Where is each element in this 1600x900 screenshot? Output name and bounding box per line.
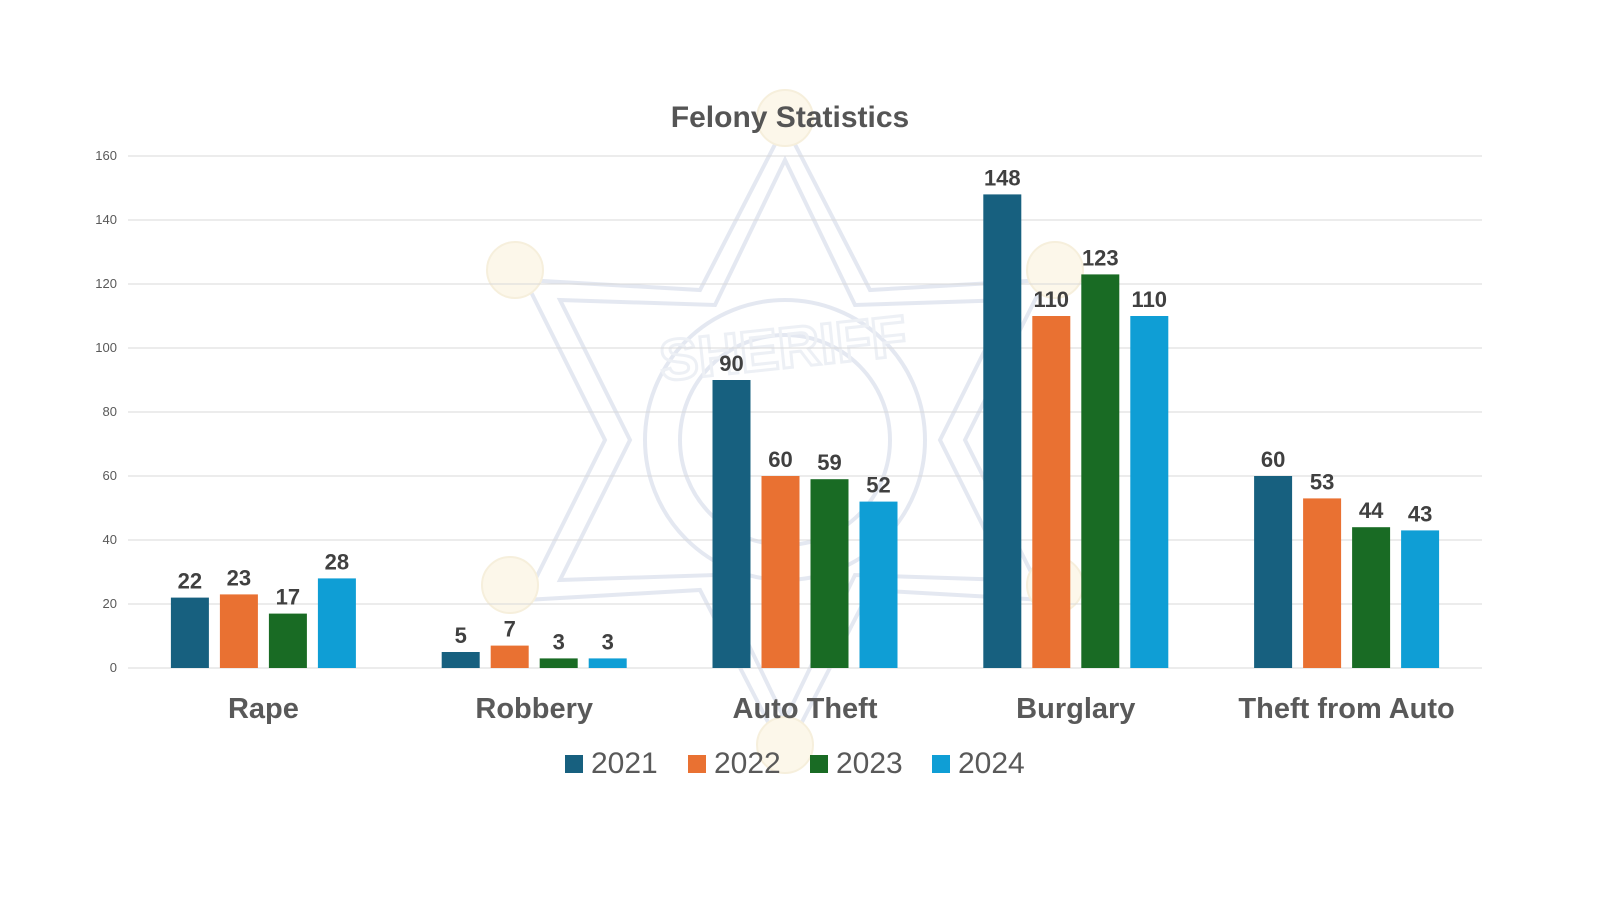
data-label: 28	[325, 549, 349, 574]
legend-label-2022: 2022	[714, 747, 781, 780]
data-label: 7	[504, 617, 516, 642]
bar-2023-burglary	[1081, 274, 1120, 668]
data-label: 5	[455, 623, 467, 648]
bar-2023-theft-from-auto	[1352, 527, 1391, 668]
bar-2021-rape	[170, 597, 209, 668]
legend-swatch-2022	[688, 755, 706, 773]
y-tick-label: 0	[110, 660, 117, 675]
data-label: 3	[602, 629, 614, 654]
data-label: 23	[227, 565, 251, 590]
x-tick-label: Robbery	[475, 693, 593, 725]
data-label: 110	[1034, 287, 1070, 312]
data-label: 52	[866, 473, 890, 498]
y-tick-label: 20	[103, 596, 117, 611]
data-label: 110	[1132, 287, 1168, 312]
legend: 2021 2022 2023 2024	[565, 747, 1025, 780]
bar-2022-rape	[219, 594, 258, 668]
chart-title: Felony Statistics	[671, 101, 909, 134]
bar-2022-theft-from-auto	[1303, 498, 1342, 668]
y-tick-label: 40	[103, 532, 117, 547]
legend-swatch-2021	[565, 755, 583, 773]
data-label: 90	[719, 351, 743, 376]
y-tick-label: 160	[95, 148, 117, 163]
bar-2024-auto-theft	[859, 501, 898, 668]
bar-2023-robbery	[539, 658, 578, 668]
data-label: 60	[1261, 447, 1285, 472]
x-axis: Rape Robbery Auto Theft Burglary Theft from …	[228, 693, 1455, 725]
bar-2021-auto-theft	[712, 380, 751, 668]
y-tick-label: 80	[103, 404, 117, 419]
bar-2024-burglary	[1130, 316, 1169, 668]
bar-2023-auto-theft	[810, 479, 849, 668]
x-tick-label: Burglary	[1016, 693, 1135, 725]
data-label: 59	[817, 450, 841, 475]
x-tick-label: Rape	[228, 693, 299, 725]
y-tick-label: 60	[103, 468, 117, 483]
bar-2023-rape	[268, 613, 307, 668]
bar-2024-rape	[317, 578, 356, 668]
bar-2021-burglary	[983, 194, 1022, 668]
bar-2024-robbery	[588, 658, 627, 668]
bar-2021-theft-from-auto	[1254, 476, 1293, 668]
y-tick-label: 120	[95, 276, 117, 291]
legend-label-2023: 2023	[836, 747, 903, 780]
bar-2022-robbery	[490, 645, 529, 668]
bar-2022-auto-theft	[761, 476, 800, 668]
y-axis: 0 20 40 60 80 100 120 140 160	[95, 148, 117, 675]
y-tick-label: 140	[95, 212, 117, 227]
x-tick-label: Auto Theft	[733, 693, 878, 725]
data-label: 43	[1408, 501, 1432, 526]
plot-area: 22 23 17 28 5 7 3 3 90 60 59 52 148 110 123 110 60 53 44 43	[170, 165, 1440, 668]
bar-2024-theft-from-auto	[1401, 530, 1440, 668]
legend-label-2024: 2024	[958, 747, 1025, 780]
legend-swatch-2023	[810, 755, 828, 773]
legend-label-2021: 2021	[591, 747, 658, 780]
data-label: 53	[1310, 469, 1334, 494]
data-label: 3	[553, 629, 565, 654]
data-label: 123	[1082, 245, 1119, 270]
data-label: 44	[1359, 498, 1384, 523]
data-label: 22	[178, 569, 202, 594]
data-label: 60	[768, 447, 792, 472]
legend-swatch-2024	[932, 755, 950, 773]
data-label: 148	[984, 165, 1021, 190]
data-label: 17	[276, 585, 300, 610]
x-tick-label: Theft from Auto	[1238, 693, 1454, 725]
bar-2021-robbery	[441, 652, 480, 668]
y-tick-label: 100	[95, 340, 117, 355]
bar-2022-burglary	[1032, 316, 1071, 668]
